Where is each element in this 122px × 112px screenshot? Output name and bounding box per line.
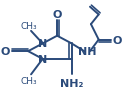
Text: N: N: [38, 54, 47, 64]
Text: CH₃: CH₃: [21, 76, 37, 85]
Text: O: O: [0, 47, 10, 57]
Text: O: O: [112, 35, 122, 45]
Text: O: O: [52, 10, 62, 20]
Text: NH: NH: [78, 47, 96, 57]
Text: CH₃: CH₃: [21, 21, 37, 30]
Text: N: N: [38, 39, 47, 49]
Text: NH₂: NH₂: [60, 78, 83, 88]
